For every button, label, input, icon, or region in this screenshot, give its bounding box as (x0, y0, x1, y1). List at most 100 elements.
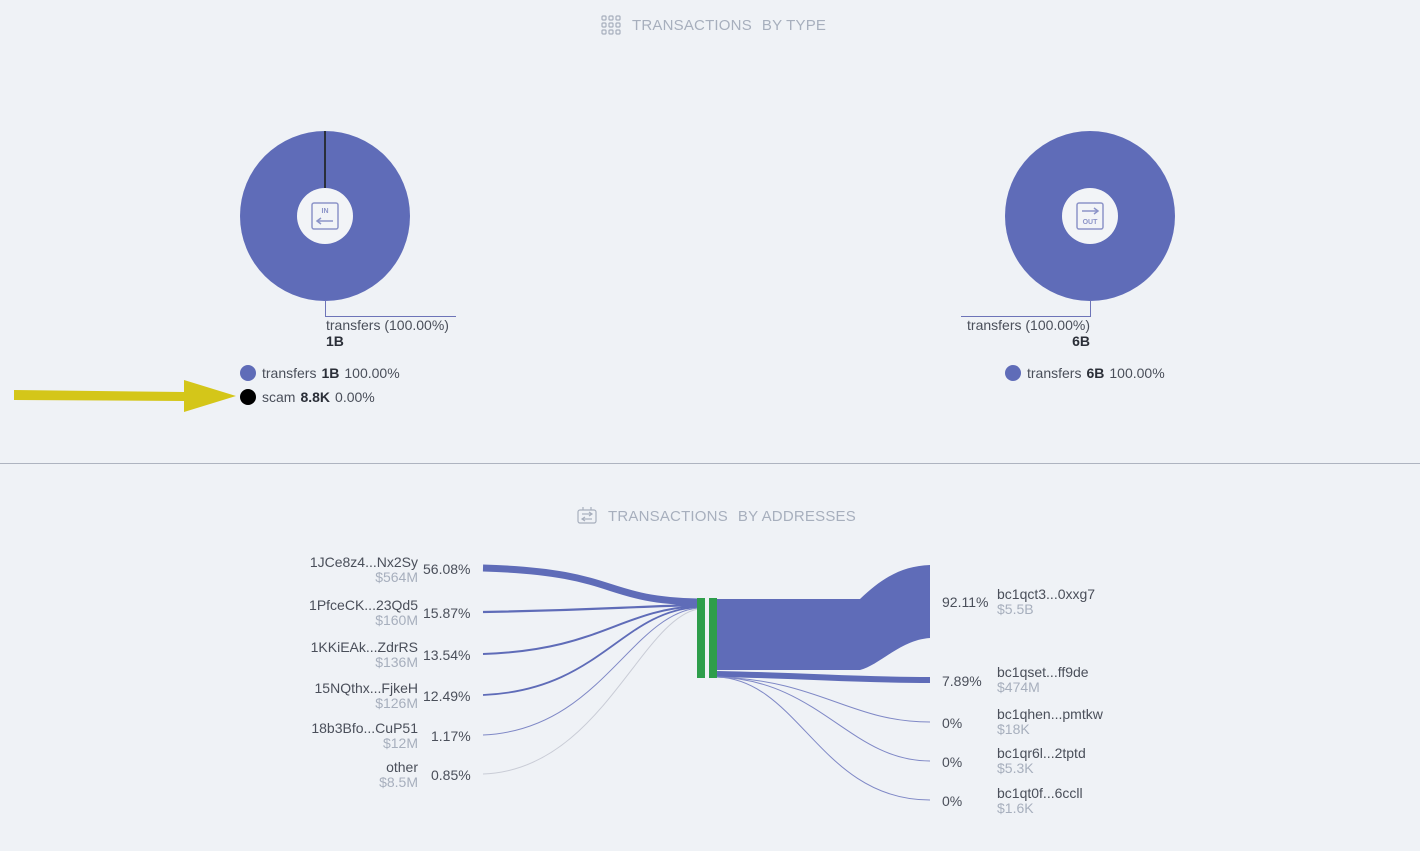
output-percent: 7.89% (942, 673, 982, 689)
callout-label: transfers (100.00%) (967, 317, 1090, 333)
output-address: bc1qset...ff9de (997, 664, 1089, 680)
incoming-icon: IN (311, 202, 339, 230)
input-amount: $12M (382, 735, 418, 751)
flow-in-6 (482, 608, 699, 775)
outgoing-callout-line (961, 300, 1091, 317)
input-address-node[interactable]: 1KKiEAk...ZdrRS $136M (311, 640, 418, 670)
input-percent: 13.54% (423, 647, 471, 663)
legend-dot (240, 389, 256, 405)
input-amount: $8.5M (379, 774, 418, 790)
legend-value: 8.8K (300, 389, 331, 405)
input-address-node[interactable]: other $8.5M (379, 760, 418, 790)
flow-in-3 (482, 605, 699, 655)
sankey-diagram (482, 564, 931, 801)
output-amount: $1.6K (997, 800, 1034, 816)
output-address-node[interactable]: bc1qhen...pmtkw $18K (997, 707, 1103, 737)
legend-name: transfers (1027, 365, 1082, 381)
legend-percent: 100.00% (1109, 365, 1165, 381)
input-address: 1PfceCK...23Qd5 (309, 597, 418, 613)
flow-out-4 (716, 676, 931, 762)
output-address: bc1qt0f...6ccll (997, 785, 1083, 801)
input-percent: 56.08% (423, 561, 471, 577)
incoming-callout-line-end (325, 316, 456, 317)
outgoing-callout: transfers (100.00%) 6B (962, 317, 1090, 349)
input-amount: $160M (375, 612, 418, 628)
output-amount: $18K (997, 721, 1030, 737)
legend-name: transfers (262, 365, 317, 381)
output-address: bc1qhen...pmtkw (997, 706, 1103, 722)
outgoing-legend: transfers 6B 100.00% (1005, 361, 1165, 385)
incoming-legend: transfers 1B 100.00% scam 8.8K 0.00% (240, 361, 400, 409)
input-amount: $136M (375, 654, 418, 670)
input-amount: $126M (375, 695, 418, 711)
output-amount: $5.5B (997, 601, 1034, 617)
flow-out-2 (716, 671, 931, 683)
output-address: bc1qr6l...2tptd (997, 745, 1086, 761)
callout-value: 6B (1072, 333, 1090, 349)
input-address: 1JCe8z4...Nx2Sy (309, 554, 418, 570)
flow-out-3 (716, 676, 931, 723)
flow-in-4 (482, 606, 699, 696)
output-percent: 0% (942, 715, 963, 731)
legend-dot (1005, 365, 1021, 381)
flow-in-5 (482, 607, 699, 736)
hub-bar-out (709, 598, 717, 678)
section-title-by-addresses: TRANSACTIONS BY ADDRESSES (576, 505, 856, 527)
legend-percent: 100.00% (344, 365, 400, 381)
incoming-donut-chart[interactable]: IN (240, 131, 410, 301)
legend-item-transfers[interactable]: transfers 6B 100.00% (1005, 361, 1165, 385)
flow-in-2 (482, 603, 699, 614)
scam-slice-marker (324, 131, 326, 188)
callout-value: 1B (326, 333, 344, 349)
legend-value: 1B (321, 365, 340, 381)
section-title-sub: BY ADDRESSES (737, 507, 856, 525)
section-title-text: TRANSACTIONS (608, 507, 728, 525)
output-percent: 92.11% (942, 594, 989, 610)
legend-value: 6B (1086, 365, 1105, 381)
input-address: 1KKiEAk...ZdrRS (310, 639, 418, 655)
input-address-node[interactable]: 1PfceCK...23Qd5 $160M (309, 598, 418, 628)
input-address: other (386, 759, 418, 775)
output-percent: 0% (942, 754, 963, 770)
input-address-node[interactable]: 15NQthx...FjkeH $126M (315, 681, 418, 711)
output-address-node[interactable]: bc1qr6l...2tptd $5.3K (997, 746, 1086, 776)
section-divider (0, 463, 1420, 464)
legend-percent: 0.00% (335, 389, 375, 405)
donut-center: IN (297, 188, 353, 244)
callout-label: transfers (100.00%) (326, 317, 449, 333)
flow-in-1 (482, 564, 699, 606)
svg-text:IN: IN (322, 208, 329, 215)
input-percent: 1.17% (431, 728, 471, 744)
grid-dots-icon (601, 15, 621, 35)
legend-item-transfers[interactable]: transfers 1B 100.00% (240, 361, 400, 385)
input-address: 18b3Bfo...CuP51 (311, 720, 418, 736)
output-address-node[interactable]: bc1qset...ff9de $474M (997, 665, 1089, 695)
annotation-arrow (14, 380, 236, 412)
donut-center: OUT (1062, 188, 1118, 244)
flow-out-5 (716, 676, 931, 801)
input-percent: 15.87% (423, 605, 471, 621)
input-address-node[interactable]: 18b3Bfo...CuP51 $12M (311, 721, 418, 751)
legend-item-scam[interactable]: scam 8.8K 0.00% (240, 385, 400, 409)
input-percent: 0.85% (431, 767, 471, 783)
input-address: 15NQthx...FjkeH (314, 680, 418, 696)
output-address: bc1qct3...0xxg7 (997, 586, 1096, 602)
incoming-callout: transfers (100.00%) 1B (326, 317, 449, 349)
svg-text:OUT: OUT (1083, 219, 1099, 226)
transfer-icon (577, 507, 597, 524)
output-address-node[interactable]: bc1qt0f...6ccll $1.6K (997, 786, 1083, 816)
flow-out-1 (717, 565, 930, 670)
section-title-text: TRANSACTIONS (632, 16, 752, 34)
input-amount: $564M (375, 569, 418, 585)
input-address-node[interactable]: 1JCe8z4...Nx2Sy $564M (310, 555, 418, 585)
output-amount: $5.3K (997, 760, 1034, 776)
output-address-node[interactable]: bc1qct3...0xxg7 $5.5B (997, 587, 1095, 617)
incoming-callout-line (325, 300, 456, 317)
section-title-by-type: TRANSACTIONS BY TYPE (600, 14, 826, 36)
outgoing-icon: OUT (1076, 202, 1104, 230)
section-title-sub: BY TYPE (761, 16, 827, 34)
legend-name: scam (262, 389, 296, 405)
hub-bar-in (697, 598, 705, 678)
outgoing-donut-chart[interactable]: OUT (1005, 131, 1175, 301)
output-amount: $474M (997, 679, 1040, 695)
